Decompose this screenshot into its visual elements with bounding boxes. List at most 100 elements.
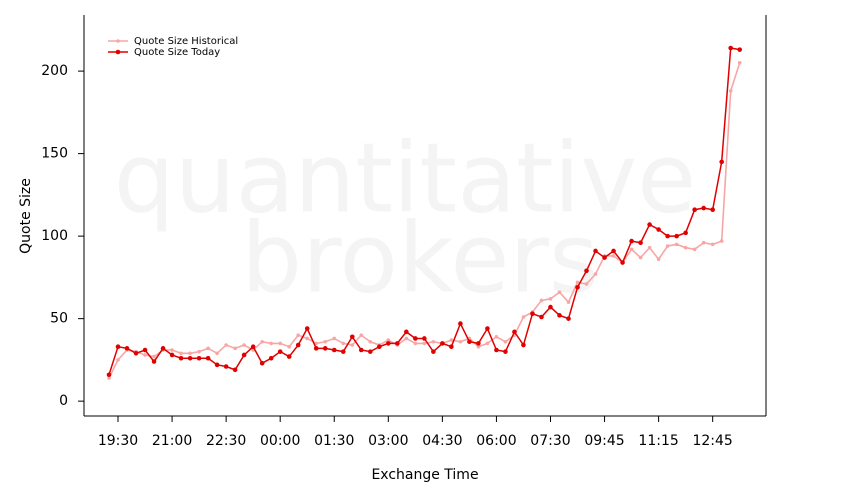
data-point	[304, 326, 310, 331]
data-point	[665, 244, 670, 248]
data-point	[719, 159, 724, 165]
data-point	[250, 344, 256, 349]
data-point	[611, 254, 616, 258]
data-point	[593, 272, 598, 276]
x-tick-label: 09:45	[584, 433, 624, 449]
data-point	[719, 239, 724, 243]
x-tick-label: 22:30	[206, 433, 246, 449]
data-point	[196, 355, 202, 361]
data-point	[296, 333, 301, 337]
data-point	[701, 240, 706, 245]
data-point	[259, 360, 265, 366]
data-point	[278, 341, 282, 346]
data-point	[133, 350, 139, 356]
data-point	[449, 344, 454, 349]
data-point	[557, 313, 562, 318]
data-point	[152, 354, 156, 359]
y-tick-label: 50	[50, 311, 68, 327]
data-point	[521, 342, 526, 348]
legend-marker	[116, 39, 120, 43]
data-point	[674, 242, 679, 247]
data-point	[665, 233, 670, 239]
y-axis-title: Quote Size	[18, 178, 34, 254]
data-point	[584, 282, 589, 286]
data-point	[548, 297, 553, 301]
data-point	[728, 89, 733, 93]
data-point	[503, 339, 508, 344]
data-point	[305, 336, 310, 341]
data-point	[404, 336, 409, 341]
data-point	[647, 245, 652, 250]
data-point	[224, 343, 228, 347]
legend-label: Quote Size Historical	[134, 36, 238, 47]
data-point	[223, 364, 229, 369]
data-point	[575, 284, 580, 290]
data-point	[260, 339, 264, 344]
data-point	[170, 348, 174, 352]
data-point	[107, 376, 111, 380]
data-point	[359, 333, 364, 337]
data-point	[269, 341, 273, 346]
data-point	[358, 347, 364, 353]
data-point	[340, 349, 346, 354]
data-point	[188, 351, 192, 356]
data-point	[593, 248, 598, 254]
data-point	[638, 240, 643, 246]
data-point	[512, 329, 517, 335]
data-point	[737, 47, 742, 52]
data-point	[124, 346, 130, 351]
x-tick-label: 07:30	[530, 433, 570, 449]
data-point	[277, 349, 283, 354]
x-tick-label: 12:45	[692, 433, 732, 449]
data-point	[368, 339, 373, 344]
data-point	[242, 343, 246, 347]
data-point	[142, 347, 148, 353]
x-tick-label: 11:15	[638, 433, 678, 449]
data-point	[485, 341, 490, 346]
data-point	[214, 362, 220, 368]
data-point	[485, 326, 490, 331]
data-point	[386, 341, 391, 346]
data-point	[232, 367, 238, 373]
data-point	[629, 238, 634, 244]
data-point	[413, 336, 418, 341]
data-point	[503, 349, 508, 354]
data-point	[332, 336, 337, 341]
data-point	[295, 342, 301, 348]
y-tick-label: 0	[59, 393, 68, 409]
data-point	[169, 352, 175, 358]
data-point	[539, 298, 544, 303]
data-point	[187, 355, 193, 361]
data-point	[115, 344, 121, 349]
data-point	[458, 321, 463, 326]
x-tick-label: 04:30	[422, 433, 462, 449]
data-point	[151, 359, 157, 364]
data-point	[692, 247, 697, 252]
data-point	[367, 349, 373, 354]
data-point	[566, 316, 571, 321]
data-point	[205, 355, 211, 361]
data-point	[683, 230, 688, 236]
data-point	[683, 245, 688, 250]
data-point	[377, 344, 382, 349]
data-point	[521, 315, 526, 319]
data-point	[106, 372, 112, 378]
data-point	[638, 255, 643, 260]
data-point	[440, 341, 445, 346]
y-tick-label: 200	[41, 63, 68, 79]
x-tick-label: 21:00	[152, 433, 192, 449]
data-point	[584, 268, 589, 274]
data-point	[313, 346, 319, 351]
data-point	[143, 353, 147, 357]
data-point	[467, 339, 472, 345]
data-point	[386, 338, 391, 342]
data-point	[233, 346, 237, 351]
data-point	[395, 341, 400, 346]
data-point	[241, 352, 247, 358]
x-axis-title: Exchange Time	[371, 467, 478, 483]
data-point	[530, 311, 535, 316]
legend-marker	[115, 49, 121, 55]
data-point	[268, 355, 274, 361]
data-point	[566, 300, 571, 304]
